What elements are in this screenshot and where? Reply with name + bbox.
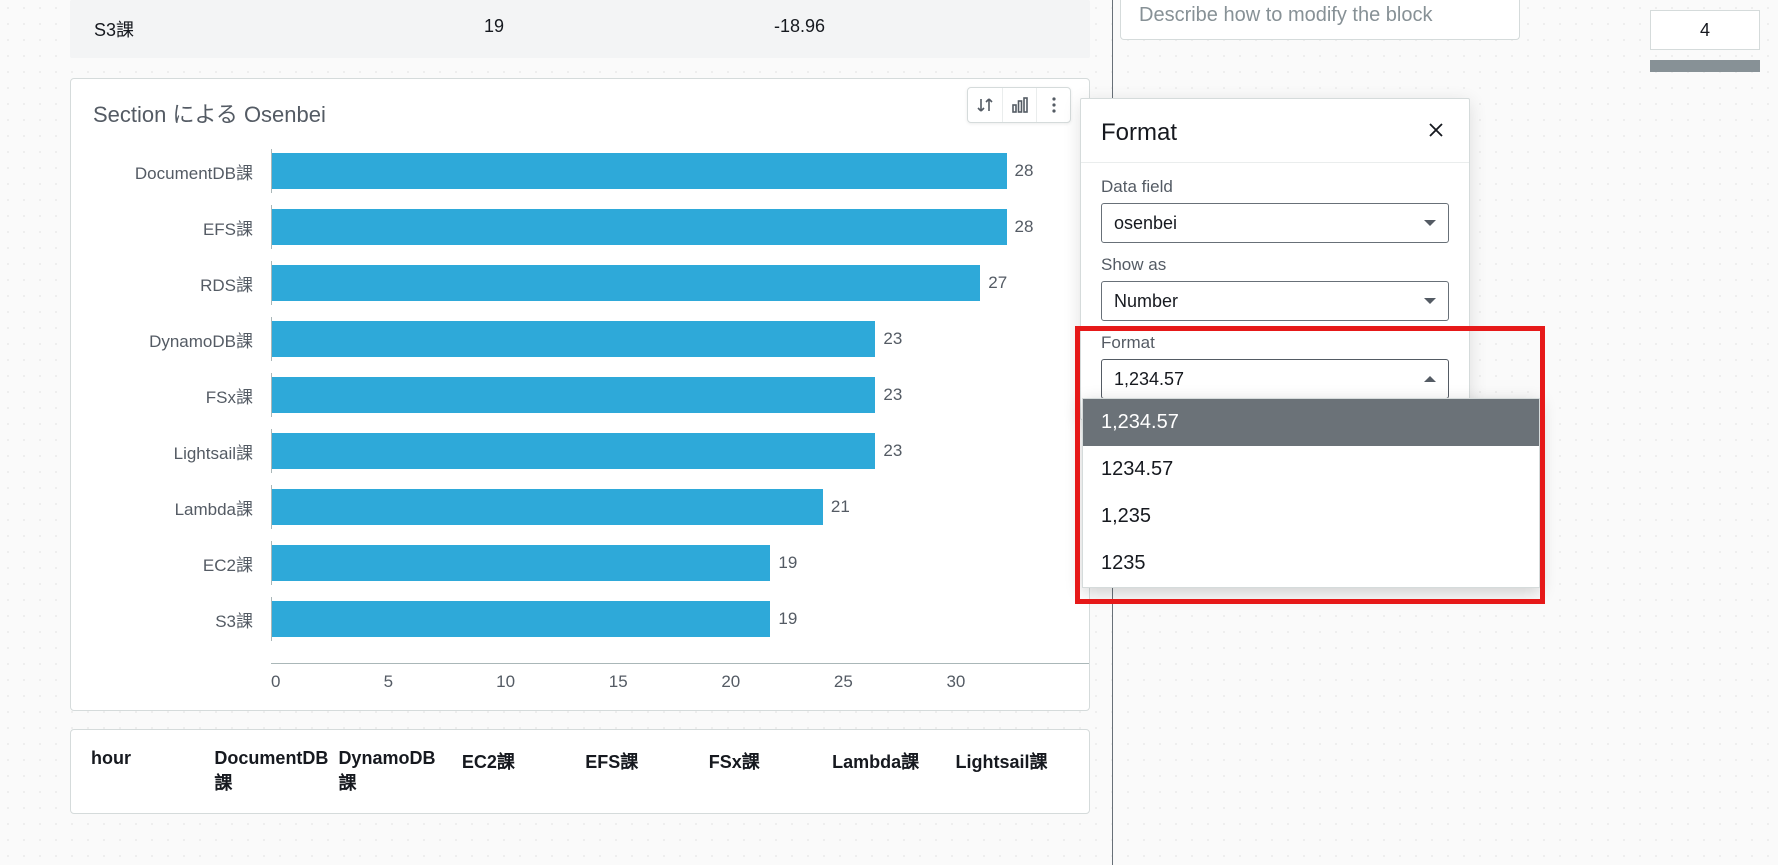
table-row: S3課 19 -18.96 (70, 0, 1090, 58)
chart-toolbar (967, 87, 1071, 123)
data-field-value: osenbei (1114, 213, 1424, 234)
bar-label: Lightsail課 (91, 439, 271, 464)
side-badge: 4 (1650, 10, 1760, 50)
main-content: S3課 19 -18.96 Section による Osenbei (70, 0, 1090, 814)
column-header[interactable]: FSx課 (709, 748, 822, 795)
column-header[interactable]: DocumentDB課 (214, 748, 328, 795)
chevron-down-icon (1424, 298, 1436, 304)
axis-tick: 30 (946, 672, 1059, 692)
bar-track: 23 (271, 317, 1059, 361)
bar-value: 23 (883, 385, 902, 405)
chart-title: Section による Osenbei (93, 97, 1067, 129)
format-option[interactable]: 1234.57 (1083, 446, 1539, 493)
axis-tick: 5 (384, 672, 497, 692)
bar-fill[interactable] (272, 265, 980, 301)
side-grip[interactable] (1650, 60, 1760, 72)
axis-tick: 0 (271, 672, 384, 692)
bar-label: DocumentDB課 (91, 159, 271, 184)
column-header[interactable]: Lightsail課 (956, 748, 1069, 795)
format-option[interactable]: 1,235 (1083, 493, 1539, 540)
chevron-down-icon (1424, 220, 1436, 226)
close-icon[interactable] (1423, 117, 1449, 148)
bar-track: 19 (271, 541, 1059, 585)
bar-track: 27 (271, 261, 1059, 305)
show-as-value: Number (1114, 291, 1424, 312)
bar-fill[interactable] (272, 209, 1007, 245)
bar-value: 28 (1015, 161, 1034, 181)
bar-fill[interactable] (272, 601, 770, 637)
chart-bar-row: EFS課 28 (91, 205, 1059, 249)
axis-tick: 15 (609, 672, 722, 692)
bar-value: 21 (831, 497, 850, 517)
bar-value: 19 (778, 553, 797, 573)
format-value: 1,234.57 (1114, 369, 1424, 390)
chart-type-button[interactable] (1002, 88, 1036, 122)
column-header[interactable]: hour (91, 748, 204, 795)
chevron-up-icon (1424, 376, 1436, 382)
bar-label: RDS課 (91, 271, 271, 296)
bar-track: 28 (271, 149, 1059, 193)
format-dropdown-list: 1,234.571234.571,2351235 (1082, 398, 1540, 588)
chart-bar-row: Lambda課 21 (91, 485, 1059, 529)
axis-tick: 20 (721, 672, 834, 692)
axis-tick: 25 (834, 672, 947, 692)
chart-body: DocumentDB課28EFS課28RDS課27DynamoDB課23FSx課… (71, 139, 1089, 663)
chart-bar-row: EC2課 19 (91, 541, 1059, 585)
chart-bar-row: FSx課 23 (91, 373, 1059, 417)
cell-section: S3課 (94, 16, 484, 42)
show-as-label: Show as (1101, 255, 1449, 275)
bar-fill[interactable] (272, 153, 1007, 189)
sort-button[interactable] (968, 88, 1002, 122)
data-field-label: Data field (1101, 177, 1449, 197)
chart-bar-row: DocumentDB課 28 (91, 149, 1059, 193)
bar-fill[interactable] (272, 321, 875, 357)
bar-track: 19 (271, 597, 1059, 641)
bar-fill[interactable] (272, 489, 823, 525)
bottom-columns-header: hourDocumentDB課DynamoDB課EC2課EFS課FSx課Lamb… (70, 729, 1090, 814)
bar-value: 23 (883, 329, 902, 349)
column-header[interactable]: EC2課 (462, 748, 575, 795)
bar-track: 23 (271, 373, 1059, 417)
bar-value: 23 (883, 441, 902, 461)
format-option[interactable]: 1235 (1083, 540, 1539, 587)
bar-label: FSx課 (91, 383, 271, 408)
bar-label: Lambda課 (91, 495, 271, 520)
data-field-select[interactable]: osenbei (1101, 203, 1449, 243)
bar-fill[interactable] (272, 433, 875, 469)
bar-value: 28 (1015, 217, 1034, 237)
bar-label: EFS課 (91, 215, 271, 240)
format-select[interactable]: 1,234.57 (1101, 359, 1449, 399)
cell-value1: 19 (484, 16, 774, 42)
chart-x-axis: 051015202530 (271, 663, 1089, 692)
show-as-select[interactable]: Number (1101, 281, 1449, 321)
bar-label: S3課 (91, 607, 271, 632)
bar-value: 19 (778, 609, 797, 629)
chart-bar-row: DynamoDB課 23 (91, 317, 1059, 361)
bar-label: DynamoDB課 (91, 327, 271, 352)
column-header[interactable]: EFS課 (585, 748, 698, 795)
chart-bar-row: Lightsail課 23 (91, 429, 1059, 473)
format-label: Format (1101, 333, 1449, 353)
bar-track: 23 (271, 429, 1059, 473)
bar-fill[interactable] (272, 545, 770, 581)
axis-tick: 10 (496, 672, 609, 692)
format-popover-title: Format (1101, 119, 1423, 147)
hint-text[interactable]: Describe how to modify the block (1120, 0, 1520, 40)
chart-bar-row: RDS課 27 (91, 261, 1059, 305)
format-option[interactable]: 1,234.57 (1083, 399, 1539, 446)
bar-fill[interactable] (272, 377, 875, 413)
bar-value: 27 (988, 273, 1007, 293)
chart-bar-row: S3課 19 (91, 597, 1059, 641)
cell-value2: -18.96 (774, 16, 1066, 42)
format-popover: Format Data field osenbei Show as Number… (1080, 98, 1470, 420)
more-options-button[interactable] (1036, 88, 1070, 122)
column-header[interactable]: Lambda課 (832, 748, 945, 795)
column-header[interactable]: DynamoDB課 (338, 748, 451, 795)
bar-track: 28 (271, 205, 1059, 249)
chart-card: Section による Osenbei DocumentDB課28EFS課28R (70, 78, 1090, 711)
bar-track: 21 (271, 485, 1059, 529)
bar-label: EC2課 (91, 551, 271, 576)
